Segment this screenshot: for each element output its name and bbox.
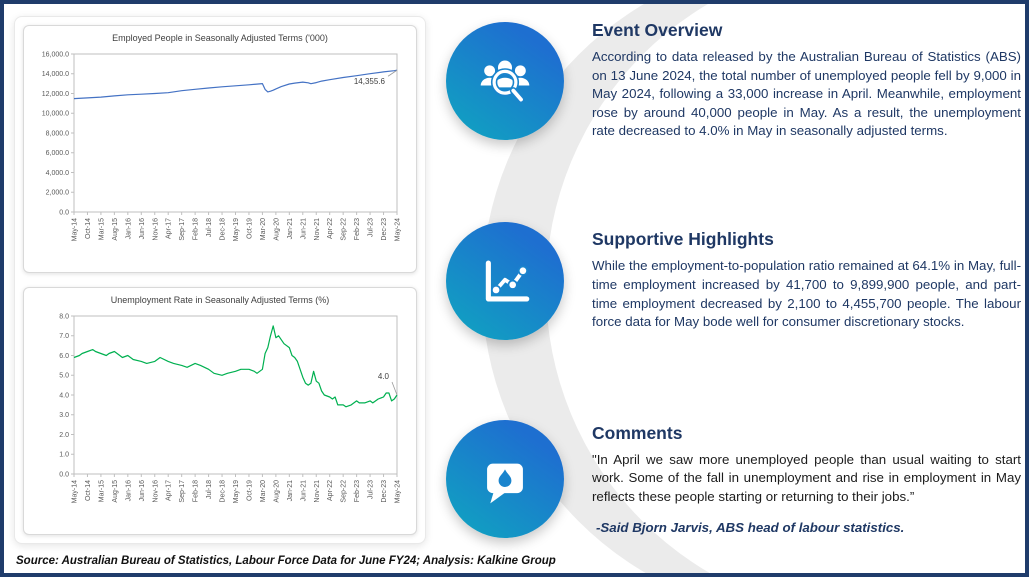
svg-text:4.0: 4.0 bbox=[378, 372, 390, 381]
charts-panel: Employed People in Seasonally Adjusted T… bbox=[14, 16, 426, 544]
svg-text:Apr-17: Apr-17 bbox=[166, 480, 173, 501]
svg-text:Aug-20: Aug-20 bbox=[273, 480, 280, 503]
svg-text:Jul-23: Jul-23 bbox=[368, 480, 375, 499]
svg-text:0.0: 0.0 bbox=[59, 209, 69, 216]
svg-text:Sep-17: Sep-17 bbox=[179, 218, 186, 241]
svg-text:1.0: 1.0 bbox=[59, 452, 69, 459]
svg-text:Oct-14: Oct-14 bbox=[85, 480, 92, 501]
svg-text:4,000.0: 4,000.0 bbox=[46, 170, 69, 177]
svg-text:Mar-15: Mar-15 bbox=[98, 218, 105, 240]
svg-text:5.0: 5.0 bbox=[59, 373, 69, 380]
svg-text:Jan-16: Jan-16 bbox=[125, 480, 132, 502]
svg-text:Nov-16: Nov-16 bbox=[152, 218, 159, 241]
supportive-highlights-title: Supportive Highlights bbox=[592, 229, 774, 250]
unemployment-chart-title: Unemployment Rate in Seasonally Adjusted… bbox=[110, 295, 330, 305]
svg-text:Jul-18: Jul-18 bbox=[206, 480, 213, 499]
comments-quote: "In April we saw more unemployed people … bbox=[592, 451, 1021, 504]
supportive-highlights-section: Supportive Highlights While the employme… bbox=[446, 221, 1021, 340]
svg-text:Mar-20: Mar-20 bbox=[260, 480, 267, 502]
svg-text:Jul-18: Jul-18 bbox=[206, 218, 213, 237]
svg-text:May-24: May-24 bbox=[395, 218, 402, 241]
svg-text:May-19: May-19 bbox=[233, 218, 240, 241]
svg-text:Feb-18: Feb-18 bbox=[193, 218, 200, 240]
people-search-icon-glyph bbox=[480, 60, 530, 103]
svg-text:Oct-14: Oct-14 bbox=[85, 218, 92, 239]
svg-text:Apr-22: Apr-22 bbox=[327, 480, 334, 501]
svg-text:6.0: 6.0 bbox=[59, 353, 69, 360]
svg-text:Dec-23: Dec-23 bbox=[381, 218, 388, 241]
svg-text:Oct-19: Oct-19 bbox=[246, 480, 253, 501]
svg-text:Aug-15: Aug-15 bbox=[112, 218, 119, 241]
comments-attribution: -Said Bjorn Jarvis, ABS head of labour s… bbox=[596, 520, 905, 536]
svg-text:Jan-16: Jan-16 bbox=[125, 218, 132, 240]
comments-section: Comments "In April we saw more unemploye… bbox=[446, 419, 1021, 538]
event-overview-title: Event Overview bbox=[592, 20, 723, 40]
svg-text:Nov-21: Nov-21 bbox=[314, 480, 321, 503]
svg-text:14,000.0: 14,000.0 bbox=[42, 71, 69, 78]
unemployment-chart-card: Unemployment Rate in Seasonally Adjusted… bbox=[23, 287, 417, 535]
svg-text:May-14: May-14 bbox=[72, 480, 79, 503]
svg-text:Nov-21: Nov-21 bbox=[314, 218, 321, 241]
svg-text:Dec-18: Dec-18 bbox=[220, 480, 227, 503]
employment-chart-title: Employed People in Seasonally Adjusted T… bbox=[112, 33, 328, 43]
line-chart-icon-glyph bbox=[485, 260, 530, 301]
svg-text:Feb-18: Feb-18 bbox=[193, 480, 200, 502]
svg-text:Apr-17: Apr-17 bbox=[166, 218, 173, 239]
svg-text:Apr-22: Apr-22 bbox=[327, 218, 334, 239]
svg-text:Mar-20: Mar-20 bbox=[260, 218, 267, 240]
svg-text:4.0: 4.0 bbox=[59, 392, 69, 399]
info-panel: Event Overview According to data release… bbox=[446, 20, 1021, 538]
employment-line-chart: 0.0 2,000.0 4,000.0 6,000.0 8,000.0 10,000.0 1… bbox=[42, 51, 402, 241]
svg-text:Sep-22: Sep-22 bbox=[341, 218, 348, 241]
employment-chart-card: Employed People in Seasonally Adjusted T… bbox=[23, 25, 417, 273]
unemployment-line-chart: 0.0 1.0 2.0 3.0 4.0 5.0 6.0 7.0 8.0 May-14 Oct-14 M… bbox=[59, 313, 402, 503]
svg-text:May-19: May-19 bbox=[233, 480, 240, 503]
svg-text:2,000.0: 2,000.0 bbox=[46, 190, 69, 197]
svg-text:Dec-18: Dec-18 bbox=[220, 218, 227, 241]
speech-bubble-flame-icon-glyph bbox=[487, 463, 523, 504]
svg-text:Feb-23: Feb-23 bbox=[354, 480, 361, 502]
svg-text:Jan-21: Jan-21 bbox=[287, 480, 294, 502]
svg-text:2.0: 2.0 bbox=[59, 432, 69, 439]
svg-text:Mar-15: Mar-15 bbox=[98, 480, 105, 502]
decorative-white-circle bbox=[546, 4, 1025, 573]
svg-text:Dec-23: Dec-23 bbox=[381, 480, 388, 503]
svg-text:Jun-16: Jun-16 bbox=[139, 480, 146, 502]
svg-text:3.0: 3.0 bbox=[59, 412, 69, 419]
svg-text:10,000.0: 10,000.0 bbox=[42, 111, 69, 118]
svg-text:Feb-23: Feb-23 bbox=[354, 218, 361, 240]
svg-text:16,000.0: 16,000.0 bbox=[42, 51, 69, 58]
svg-text:12,000.0: 12,000.0 bbox=[42, 91, 69, 98]
comments-title: Comments bbox=[592, 422, 683, 443]
line-chart-icon bbox=[446, 221, 564, 340]
event-overview-body: According to data released by the Austra… bbox=[592, 49, 1021, 139]
svg-text:Jan-21: Jan-21 bbox=[287, 218, 294, 240]
svg-text:Nov-16: Nov-16 bbox=[152, 480, 159, 503]
people-search-icon bbox=[446, 21, 564, 140]
svg-text:Aug-20: Aug-20 bbox=[273, 218, 280, 241]
svg-text:Jun-16: Jun-16 bbox=[139, 218, 146, 240]
svg-text:May-24: May-24 bbox=[395, 480, 402, 503]
svg-text:May-14: May-14 bbox=[72, 218, 79, 241]
svg-text:Sep-17: Sep-17 bbox=[179, 480, 186, 503]
svg-text:Sep-22: Sep-22 bbox=[341, 480, 348, 503]
svg-text:14,355.6: 14,355.6 bbox=[354, 77, 386, 86]
supportive-highlights-body: While the employment-to-population ratio… bbox=[592, 258, 1021, 330]
svg-text:Jun-21: Jun-21 bbox=[300, 218, 307, 240]
svg-text:0.0: 0.0 bbox=[59, 471, 69, 478]
event-overview-section: Event Overview According to data release… bbox=[446, 20, 1021, 141]
source-note: Source: Australian Bureau of Statistics,… bbox=[16, 555, 556, 567]
svg-text:6,000.0: 6,000.0 bbox=[46, 150, 69, 157]
svg-text:8.0: 8.0 bbox=[59, 313, 69, 320]
svg-text:Oct-19: Oct-19 bbox=[246, 218, 253, 239]
svg-text:Aug-15: Aug-15 bbox=[112, 480, 119, 503]
svg-text:7.0: 7.0 bbox=[59, 333, 69, 340]
svg-text:Jul-23: Jul-23 bbox=[368, 218, 375, 237]
svg-text:Jun-21: Jun-21 bbox=[300, 480, 307, 502]
svg-text:8,000.0: 8,000.0 bbox=[46, 130, 69, 137]
speech-bubble-flame-icon bbox=[446, 419, 564, 538]
